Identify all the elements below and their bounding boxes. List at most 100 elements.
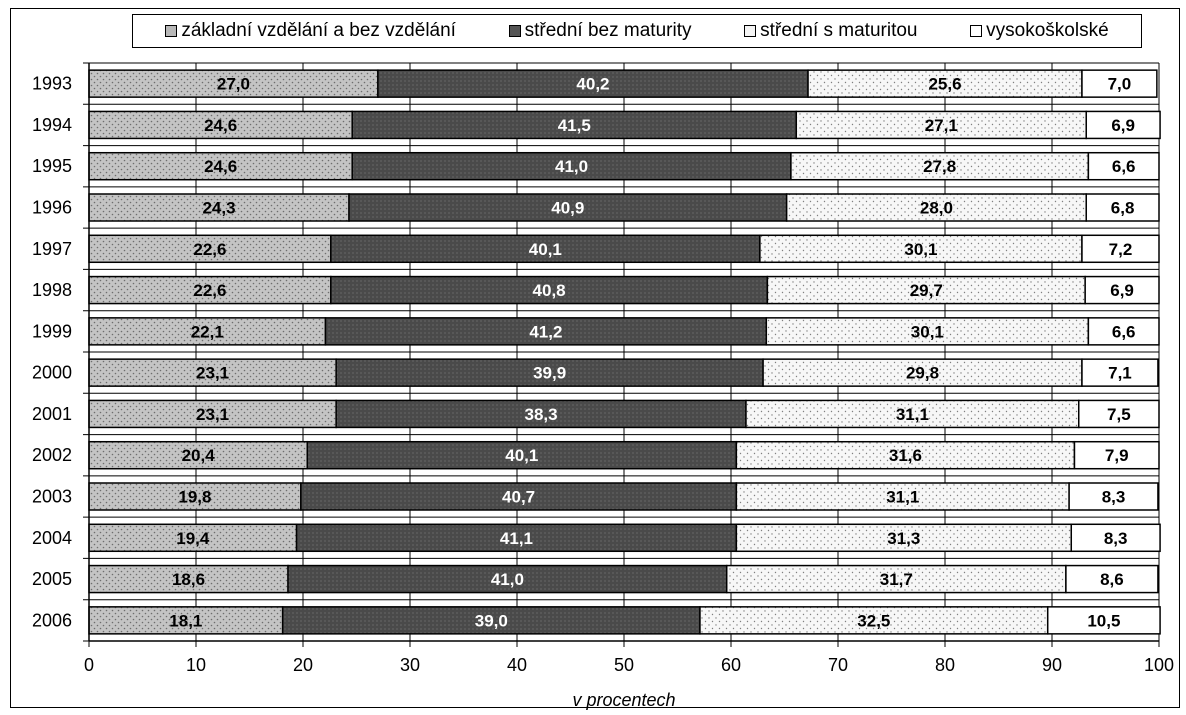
data-label-zakladni: 22,6 [193, 240, 226, 259]
x-tick-label: 80 [935, 655, 955, 675]
data-label-stredni-bez: 40,9 [551, 199, 584, 218]
data-label-vysokoskolske: 6,9 [1110, 281, 1134, 300]
bar-stredni-bez [330, 275, 769, 305]
bar-stredni-s [785, 193, 1087, 222]
legend-swatch-vysokoskolske [970, 25, 983, 37]
x-tick-label: 40 [507, 655, 527, 675]
legend-label-vysokoskolske: vysokoškolské [986, 20, 1109, 41]
x-tick-label: 0 [84, 655, 94, 675]
x-tick-label: 20 [293, 655, 313, 675]
y-tick-label: 1993 [32, 74, 72, 94]
data-label-zakladni: 20,4 [182, 446, 216, 465]
bar-stredni-bez [281, 606, 701, 635]
data-label-vysokoskolske: 8,3 [1102, 488, 1126, 507]
x-tick-label: 50 [614, 655, 634, 675]
data-label-zakladni: 18,6 [172, 570, 205, 589]
data-label-zakladni: 24,6 [204, 157, 237, 176]
bar-vysokoskolske [1081, 69, 1158, 98]
bar-stredni-s [795, 110, 1087, 140]
data-label-zakladni: 24,3 [202, 199, 235, 218]
data-label-zakladni: 23,1 [196, 405, 229, 424]
x-tick-label: 70 [828, 655, 848, 675]
data-label-stredni-s: 29,8 [906, 364, 939, 383]
bar-stredni-s [725, 564, 1067, 594]
bar-vysokoskolske [1078, 399, 1160, 429]
bar-stredni-s [790, 151, 1090, 181]
bar-zakladni [88, 358, 337, 387]
bar-stredni-s [765, 317, 1090, 346]
legend: základní vzdělání a bez vzdělání střední… [132, 14, 1142, 48]
legend-item-stredni-s: střední s maturitou [744, 20, 917, 42]
bar-stredni-bez [324, 317, 768, 346]
data-label-zakladni: 24,6 [204, 116, 237, 135]
legend-label-stredni-bez: střední bez maturity [524, 20, 692, 41]
x-tick-label: 10 [186, 655, 206, 675]
bar-stredni-s [762, 358, 1083, 387]
bar-stredni-bez [330, 234, 761, 264]
bar-stredni-bez [348, 193, 788, 222]
y-tick-label: 1997 [32, 239, 72, 259]
data-label-vysokoskolske: 6,6 [1112, 322, 1136, 341]
y-tick-label: 2006 [32, 610, 72, 630]
bar-vysokoskolske [1046, 606, 1161, 635]
bar-stredni-bez [351, 151, 792, 181]
x-tick-label: 30 [400, 655, 420, 675]
bar-vysokoskolske [1081, 234, 1160, 264]
data-label-zakladni: 19,8 [178, 488, 211, 507]
bar-stredni-s [766, 275, 1086, 305]
data-label-stredni-s: 31,1 [896, 405, 929, 424]
legend-swatch-stredni-bez [508, 25, 521, 37]
data-label-zakladni: 18,1 [169, 611, 202, 630]
data-label-vysokoskolske: 8,6 [1100, 570, 1124, 589]
bar-zakladni [88, 606, 284, 635]
data-label-vysokoskolske: 10,5 [1087, 611, 1120, 630]
bar-vysokoskolske [1087, 317, 1160, 346]
data-label-stredni-s: 29,7 [910, 281, 943, 300]
chart-frame [10, 8, 1180, 708]
data-label-stredni-bez: 39,0 [475, 611, 508, 630]
data-label-zakladni: 22,1 [191, 322, 224, 341]
y-tick-label: 1999 [32, 321, 72, 341]
data-label-stredni-bez: 40,1 [529, 240, 562, 259]
x-axis-title: v procentech [572, 690, 675, 710]
bar-vysokoskolske [1073, 440, 1160, 470]
data-label-stredni-bez: 40,2 [576, 75, 609, 94]
data-label-stredni-bez: 41,5 [558, 116, 591, 135]
data-label-stredni-bez: 40,1 [505, 446, 538, 465]
bar-stredni-bez [287, 564, 728, 594]
bar-vysokoskolske [1070, 523, 1161, 553]
data-label-stredni-s: 31,1 [886, 488, 919, 507]
y-tick-label: 1995 [32, 156, 72, 176]
data-label-zakladni: 27,0 [217, 75, 250, 94]
data-label-stredni-s: 27,8 [923, 157, 956, 176]
data-label-vysokoskolske: 7,2 [1109, 240, 1133, 259]
bar-vysokoskolske [1087, 151, 1160, 181]
bar-vysokoskolske [1085, 193, 1160, 222]
data-label-stredni-s: 27,1 [925, 116, 958, 135]
data-label-stredni-s: 32,5 [857, 611, 890, 630]
bar-zakladni [88, 523, 298, 553]
data-label-stredni-bez: 41,1 [500, 529, 533, 548]
bar-vysokoskolske [1085, 110, 1161, 140]
bar-vysokoskolske [1084, 275, 1160, 305]
y-tick-label: 1998 [32, 280, 72, 300]
y-tick-label: 2005 [32, 569, 72, 589]
data-label-vysokoskolske: 6,6 [1112, 157, 1136, 176]
bar-zakladni [88, 193, 350, 222]
data-label-vysokoskolske: 7,0 [1108, 75, 1132, 94]
data-label-zakladni: 19,4 [176, 529, 210, 548]
data-label-stredni-s: 31,7 [880, 570, 913, 589]
legend-swatch-stredni-s [744, 25, 757, 37]
bar-zakladni [88, 564, 289, 594]
bar-vysokoskolske [1065, 564, 1159, 594]
legend-item-stredni-bez: střední bez maturity [508, 20, 692, 42]
data-label-stredni-bez: 41,2 [529, 322, 562, 341]
y-tick-label: 2004 [32, 528, 72, 548]
data-label-vysokoskolske: 7,1 [1108, 364, 1132, 383]
y-tick-label: 2000 [32, 363, 72, 383]
bar-stredni-s [807, 69, 1083, 98]
data-label-stredni-s: 28,0 [920, 199, 953, 218]
bar-zakladni [88, 69, 379, 98]
bar-stredni-bez [300, 482, 738, 511]
data-label-zakladni: 23,1 [196, 364, 229, 383]
